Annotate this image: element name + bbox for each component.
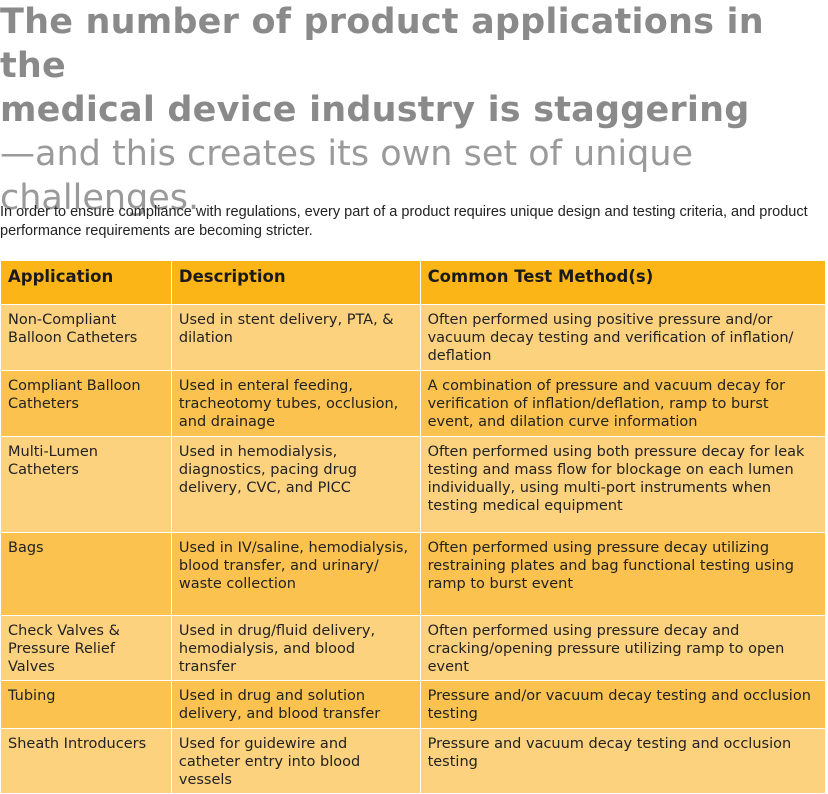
cell-description: Used for guidewire and catheter entry in… — [170, 727, 421, 794]
table-row: Sheath Introducers Used for guidewire an… — [0, 727, 827, 794]
cell-test-method: Often performed using pressure decay uti… — [419, 531, 827, 616]
cell-description: Used in drug and solution delivery, and … — [170, 680, 421, 729]
cell-description: Used in enteral feeding, tracheotomy tub… — [170, 370, 421, 437]
table-row: Non-Compliant Balloon Catheters Used in … — [0, 304, 827, 371]
cell-application: Check Valves & Pressure Relief Valves — [0, 614, 172, 682]
table-row: Compliant Balloon Catheters Used in ente… — [0, 370, 827, 437]
cell-description: Used in drug/fluid delivery, hemodialysi… — [170, 614, 421, 682]
header-application: Application — [0, 260, 172, 305]
headline: The number of product applications in th… — [0, 0, 828, 220]
cell-description: Used in hemodialysis, diagnostics, pacin… — [170, 435, 421, 533]
cell-application: Multi-Lumen Catheters — [0, 435, 172, 533]
table-row: Bags Used in IV/saline, hemodialysis, bl… — [0, 531, 827, 616]
headline-bold-line-2: medical device industry is staggering — [0, 90, 750, 130]
cell-test-method: Often performed using both pressure deca… — [419, 435, 827, 533]
cell-application: Non-Compliant Balloon Catheters — [0, 304, 172, 371]
cell-application: Bags — [0, 531, 172, 616]
cell-description: Used in IV/saline, hemodialysis, blood t… — [170, 531, 421, 616]
table-row: Tubing Used in drug and solution deliver… — [0, 680, 827, 729]
cell-application: Tubing — [0, 680, 172, 729]
cell-test-method: Often performed using positive pressure … — [419, 304, 827, 371]
cell-application: Sheath Introducers — [0, 727, 172, 794]
cell-description: Used in stent delivery, PTA, & dilation — [170, 304, 421, 371]
cell-test-method: Pressure and/or vacuum decay testing and… — [419, 680, 827, 729]
headline-light-line-2: challenges. — [0, 178, 200, 218]
cell-test-method: A combination of pressure and vacuum dec… — [419, 370, 827, 437]
intro-paragraph: In order to ensure compliance with regul… — [0, 204, 808, 239]
headline-bold-line-1: The number of product applications in th… — [0, 2, 764, 86]
table-row: Multi-Lumen Catheters Used in hemodialys… — [0, 435, 827, 533]
table-header-row: Application Description Common Test Meth… — [0, 260, 827, 305]
table-row: Check Valves & Pressure Relief Valves Us… — [0, 614, 827, 682]
header-test-methods: Common Test Method(s) — [419, 260, 827, 305]
header-description: Description — [170, 260, 421, 305]
cell-application: Compliant Balloon Catheters — [0, 370, 172, 437]
cell-test-method: Often performed using pressure decay and… — [419, 614, 827, 682]
test-methods-table: Application Description Common Test Meth… — [0, 260, 827, 794]
headline-light-line-1: —and this creates its own set of unique — [0, 134, 694, 174]
cell-test-method: Pressure and vacuum decay testing and oc… — [419, 727, 827, 794]
